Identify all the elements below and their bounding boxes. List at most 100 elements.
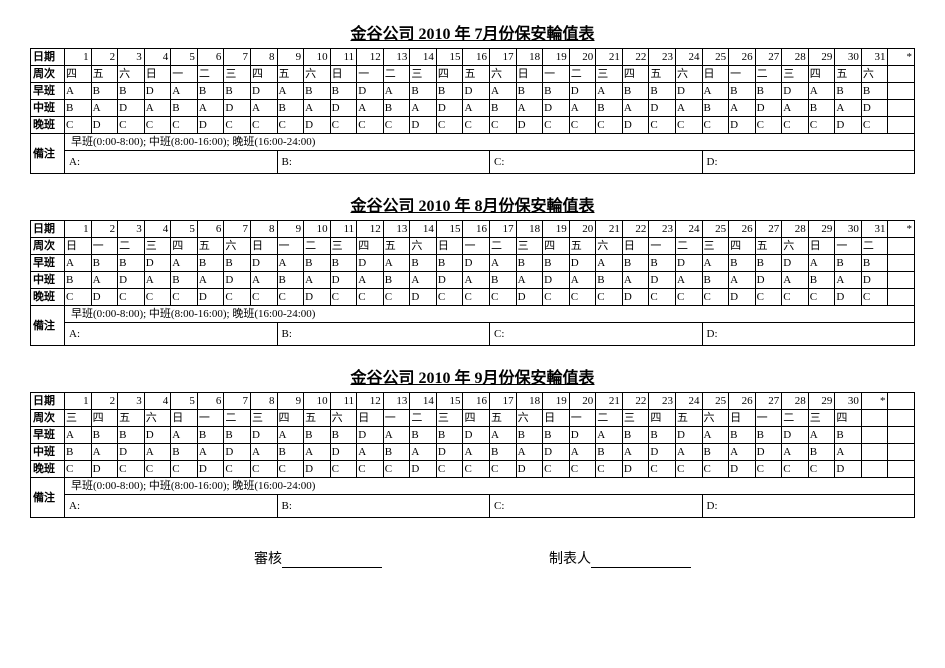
cell: A <box>144 272 171 289</box>
cell: C <box>357 289 384 306</box>
cell: B <box>197 255 224 272</box>
table-row: 晚班CDCCCDCCCDCCCDCCCDCCCDCCCDCCCDC <box>31 289 915 306</box>
cell: A <box>197 444 224 461</box>
cell: B <box>118 255 145 272</box>
table-row: 早班ABBDABBDABBDABBDABBDABBDABBDABB <box>31 83 915 100</box>
maker-signature-line <box>591 567 691 568</box>
cell: B <box>808 100 835 117</box>
cell: 4 <box>144 221 171 238</box>
cell: D <box>675 427 702 444</box>
cell: 29 <box>808 393 835 410</box>
cell: 31 <box>861 49 888 66</box>
cell: A <box>171 83 198 100</box>
cell: B <box>410 83 437 100</box>
cell: B <box>224 427 251 444</box>
cell: B <box>755 255 782 272</box>
cell: D <box>436 444 463 461</box>
cell: A <box>675 444 702 461</box>
cell: 1 <box>65 393 92 410</box>
cell: 6 <box>197 49 224 66</box>
cell: C <box>171 461 198 478</box>
cell: B <box>171 444 198 461</box>
row-label: 晚班 <box>31 289 65 306</box>
row-label: 周次 <box>31 66 65 83</box>
cell: 22 <box>622 49 649 66</box>
cell: 六 <box>144 410 171 427</box>
cell: B <box>65 100 92 117</box>
cell: 25 <box>702 221 729 238</box>
cell: 7 <box>224 49 251 66</box>
cell: B <box>65 444 92 461</box>
cell: B <box>622 427 649 444</box>
cell: A <box>622 272 649 289</box>
cell: 13 <box>383 393 410 410</box>
cell: B <box>91 427 118 444</box>
cell: 27 <box>755 393 782 410</box>
cell: C <box>569 117 596 134</box>
cell: 10 <box>304 393 331 410</box>
cell: A <box>808 427 835 444</box>
cell: 27 <box>755 49 782 66</box>
cell: 10 <box>304 49 331 66</box>
cell: 11 <box>330 393 357 410</box>
schedule-table: 日期12345678910111213141516171819202122232… <box>30 48 915 174</box>
row-label: 周次 <box>31 238 65 255</box>
cell: A <box>782 272 809 289</box>
cell: B <box>304 427 331 444</box>
cell: A <box>808 255 835 272</box>
cell: 四 <box>65 66 92 83</box>
cell: A <box>622 444 649 461</box>
cell <box>861 410 888 427</box>
person-slot: C: <box>490 151 703 174</box>
cell: 5 <box>171 393 198 410</box>
cell: 一 <box>543 66 570 83</box>
cell: C <box>144 461 171 478</box>
cell: C <box>702 461 729 478</box>
cell: B <box>490 272 517 289</box>
schedule-block: 金谷公司 2010 年 9月份保安輪值表日期123456789101112131… <box>30 364 915 518</box>
cell: B <box>383 272 410 289</box>
cell: B <box>543 255 570 272</box>
cell: A <box>171 427 198 444</box>
cell: D <box>118 272 145 289</box>
cell: 四 <box>277 410 304 427</box>
cell: D <box>304 461 331 478</box>
cell: 31 <box>861 221 888 238</box>
cell: B <box>383 444 410 461</box>
cell: C <box>277 117 304 134</box>
cell: D <box>835 289 862 306</box>
cell: D <box>622 117 649 134</box>
cell: D <box>755 444 782 461</box>
cell: D <box>144 255 171 272</box>
cell: D <box>436 272 463 289</box>
cell: A <box>383 255 410 272</box>
cell: A <box>304 272 331 289</box>
cell: 五 <box>277 66 304 83</box>
cell: D <box>330 100 357 117</box>
cell: 14 <box>410 49 437 66</box>
shift-legend: 早班(0:00-8:00); 中班(8:00-16:00); 晚班(16:00-… <box>65 478 915 495</box>
cell: 30 <box>835 393 862 410</box>
cell: B <box>277 444 304 461</box>
row-label: 日期 <box>31 393 65 410</box>
cell: D <box>729 461 756 478</box>
cell: C <box>649 461 676 478</box>
cell: D <box>330 444 357 461</box>
person-slot: A: <box>65 323 278 346</box>
cell: A <box>490 427 517 444</box>
cell: A <box>490 83 517 100</box>
cell: A <box>91 272 118 289</box>
person-slot: C: <box>490 495 703 518</box>
person-slot: D: <box>702 495 915 518</box>
cell: 一 <box>171 66 198 83</box>
cell: B <box>596 444 623 461</box>
cell: 一 <box>277 238 304 255</box>
cell: D <box>463 83 490 100</box>
schedule-block: 金谷公司 2010 年 7月份保安輪值表日期123456789101112131… <box>30 20 915 174</box>
cell: B <box>755 427 782 444</box>
cell: D <box>357 255 384 272</box>
cell: C <box>171 289 198 306</box>
cell: 5 <box>171 49 198 66</box>
cell: B <box>197 83 224 100</box>
cell: D <box>569 427 596 444</box>
